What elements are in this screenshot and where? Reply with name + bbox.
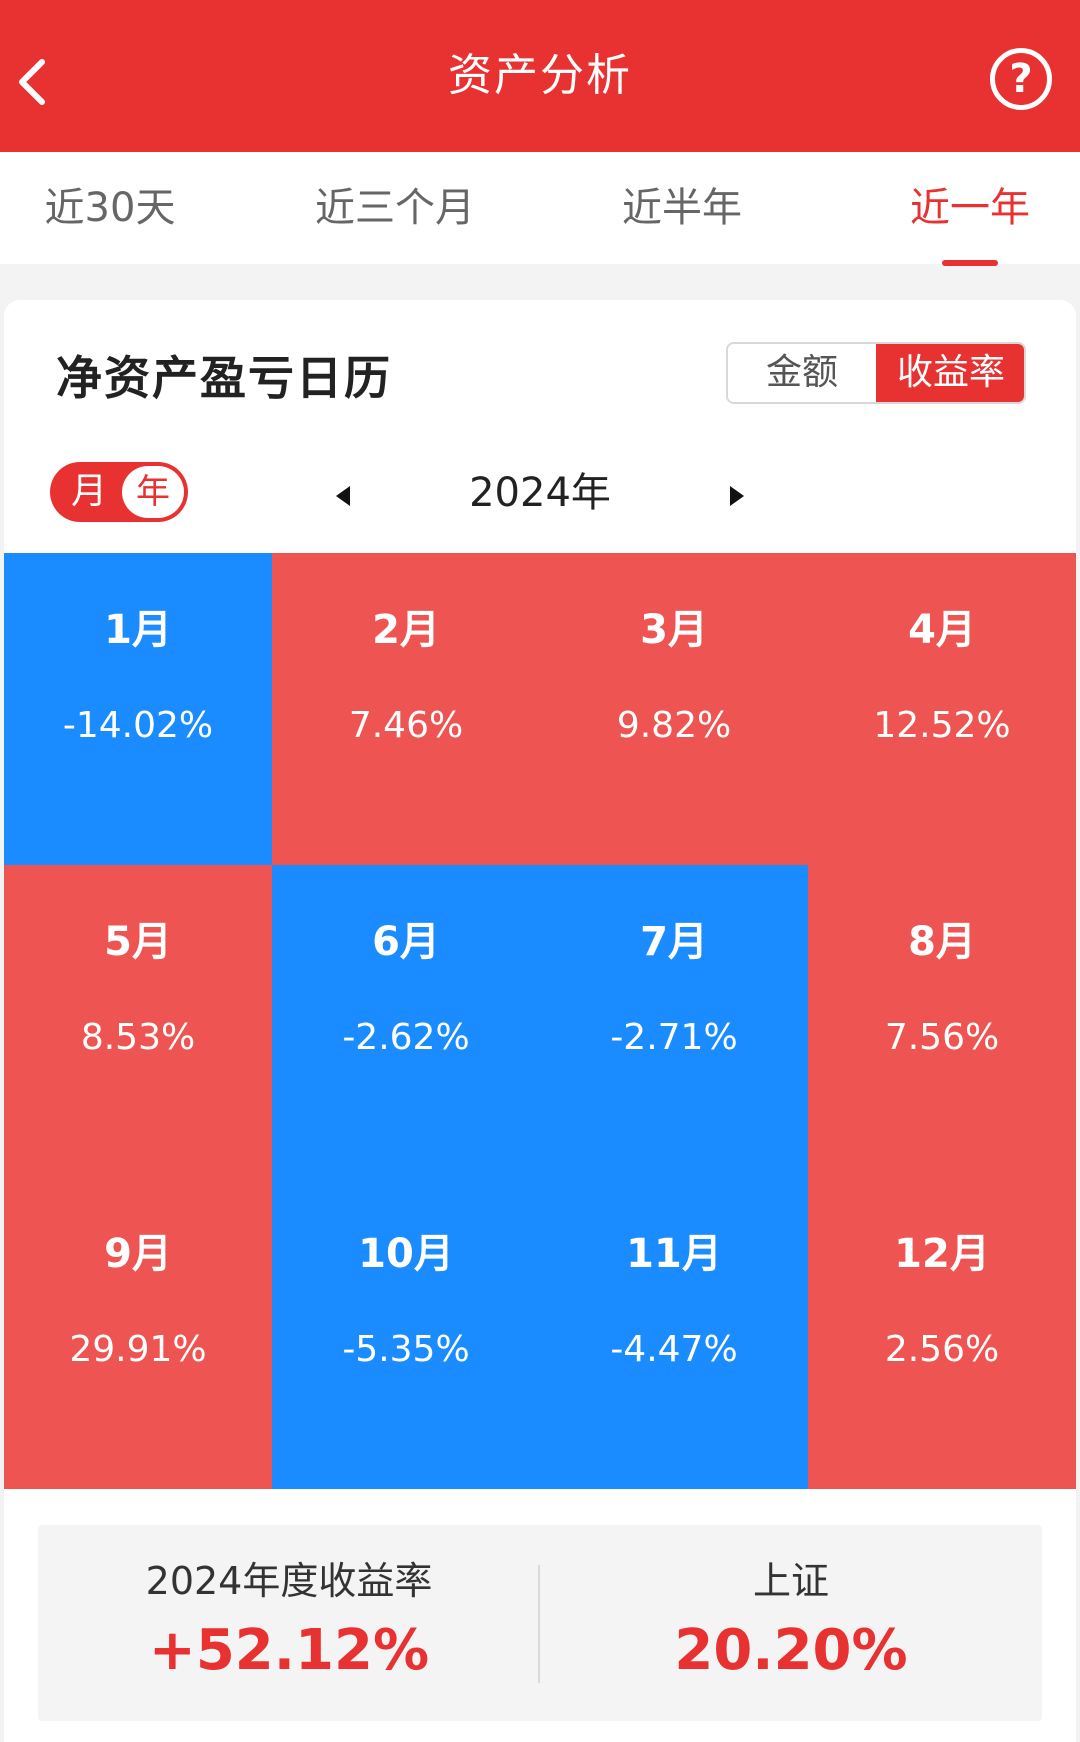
month-cell[interactable]: 1月 -14.02% — [4, 553, 272, 865]
tab-3-months[interactable]: 近三个月 — [315, 185, 475, 231]
toggle-month-option[interactable]: 月 — [70, 471, 107, 512]
month-return: 8.53% — [80, 1017, 196, 1058]
chevron-left-icon — [19, 59, 45, 105]
month-label: 10月 — [358, 1231, 454, 1277]
help-icon[interactable]: ? — [990, 48, 1052, 110]
segment-rate-button[interactable]: 收益率 — [876, 344, 1024, 402]
month-cell[interactable]: 10月 -5.35% — [272, 1177, 540, 1489]
summary-panel — [38, 1525, 1042, 1721]
month-cell[interactable]: 7月 -2.71% — [540, 865, 808, 1177]
month-return: -5.35% — [342, 1329, 470, 1370]
month-return: 7.46% — [348, 705, 464, 746]
month-year-toggle[interactable]: 月 年 — [50, 462, 188, 522]
month-label: 8月 — [908, 919, 976, 965]
tab-30-days[interactable]: 近30天 — [44, 185, 176, 231]
month-label: 1月 — [104, 607, 172, 653]
segment-amount-button[interactable]: 金额 — [728, 344, 876, 402]
month-cell[interactable]: 3月 9.82% — [540, 553, 808, 865]
month-label: 2月 — [372, 607, 440, 653]
month-cell[interactable]: 5月 8.53% — [4, 865, 272, 1177]
annual-return-value: +52.12% — [148, 1618, 430, 1683]
month-cell[interactable]: 8月 7.56% — [808, 865, 1076, 1177]
back-button[interactable] — [0, 40, 70, 120]
index-label: 上证 — [752, 1559, 829, 1603]
next-year-button[interactable] — [716, 474, 756, 518]
period-tabs: 近30天 近三个月 近半年 近一年 — [0, 152, 1080, 264]
month-cell[interactable]: 2月 7.46% — [272, 553, 540, 865]
summary-divider — [538, 1565, 540, 1683]
month-return: 29.91% — [69, 1329, 207, 1370]
app-header — [0, 0, 1080, 152]
index-value: 20.20% — [674, 1618, 908, 1683]
metric-segment: 金额 收益率 — [726, 342, 1026, 404]
tab-half-year[interactable]: 近半年 — [622, 185, 742, 231]
month-label: 6月 — [372, 919, 440, 965]
triangle-left-icon — [336, 486, 350, 506]
month-label: 4月 — [908, 607, 976, 653]
month-label: 9月 — [104, 1231, 172, 1277]
month-label: 12月 — [894, 1231, 990, 1277]
month-return: 12.52% — [873, 705, 1011, 746]
month-return: 9.82% — [616, 705, 732, 746]
month-cell[interactable]: 4月 12.52% — [808, 553, 1076, 865]
month-label: 7月 — [640, 919, 708, 965]
month-label: 3月 — [640, 607, 708, 653]
toggle-year-option[interactable]: 年 — [122, 466, 184, 518]
month-label: 11月 — [626, 1231, 722, 1277]
prev-year-button[interactable] — [324, 474, 364, 518]
month-return: 2.56% — [884, 1329, 1000, 1370]
month-grid: 1月 -14.02% 2月 7.46% 3月 9.82% 4月 12.52% 5… — [4, 553, 1076, 1489]
month-return: -2.62% — [342, 1017, 470, 1058]
month-return: -2.71% — [610, 1017, 738, 1058]
active-tab-indicator — [942, 260, 998, 266]
triangle-right-icon — [730, 486, 744, 506]
month-cell[interactable]: 11月 -4.47% — [540, 1177, 808, 1489]
annual-return-label: 2024年度收益率 — [145, 1559, 433, 1603]
month-cell[interactable]: 6月 -2.62% — [272, 865, 540, 1177]
month-cell[interactable]: 12月 2.56% — [808, 1177, 1076, 1489]
month-return: 7.56% — [884, 1017, 1000, 1058]
year-label: 2024年 — [469, 470, 611, 516]
month-return: -14.02% — [62, 705, 214, 746]
month-return: -4.47% — [610, 1329, 738, 1370]
month-label: 5月 — [104, 919, 172, 965]
card-title: 净资产盈亏日历 — [56, 351, 392, 405]
month-cell[interactable]: 9月 29.91% — [4, 1177, 272, 1489]
tab-one-year[interactable]: 近一年 — [910, 185, 1030, 231]
